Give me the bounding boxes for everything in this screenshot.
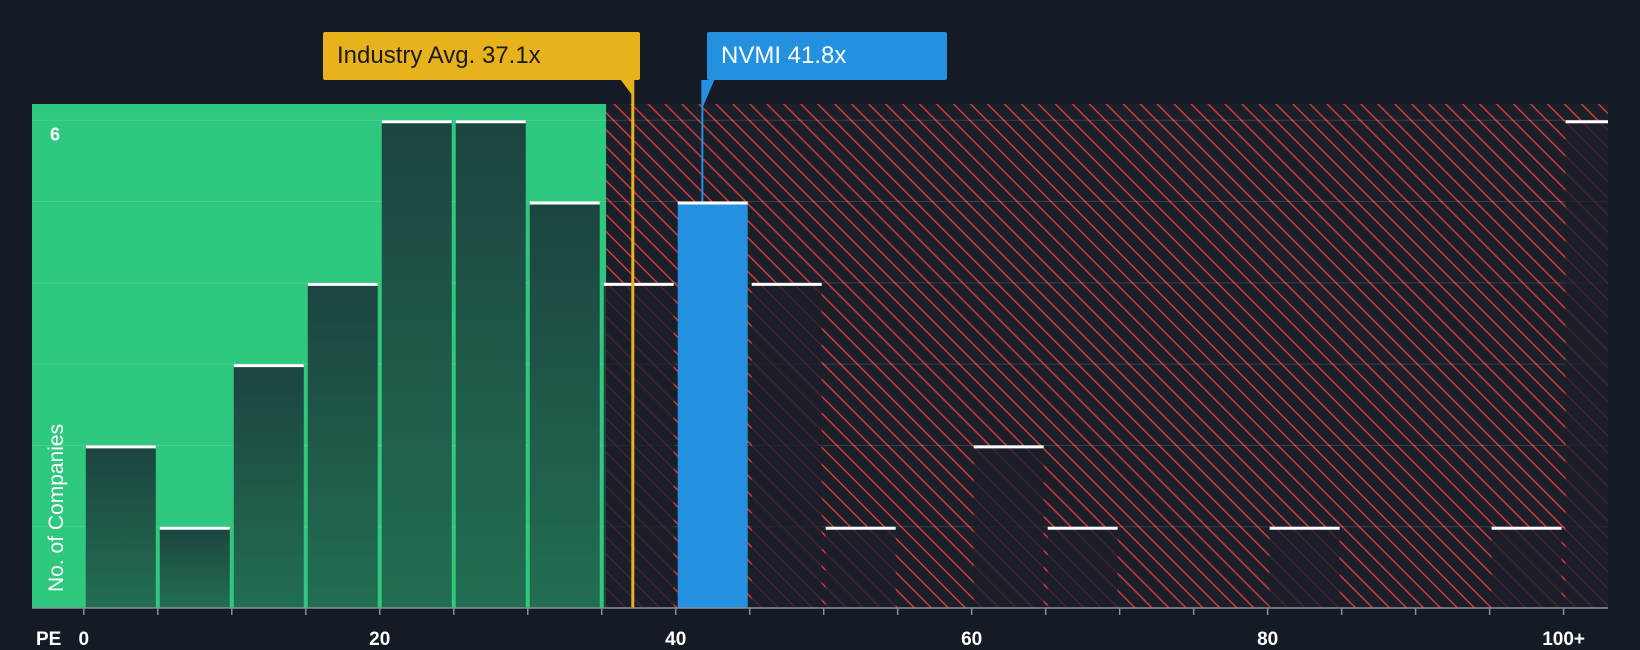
histogram-bar	[973, 445, 1044, 608]
x-tick-label: 100+	[1542, 629, 1585, 650]
company-callout: NVMI 41.8x	[707, 32, 947, 80]
histogram-bar	[529, 201, 600, 608]
x-tick-label: 60	[961, 629, 982, 650]
x-tick-label: 80	[1257, 629, 1278, 650]
histogram-bar	[1047, 526, 1118, 608]
x-tick-label: 0	[79, 629, 90, 650]
histogram-bar	[1565, 120, 1608, 609]
company-label: NVMI 41.8x	[721, 42, 847, 69]
industry-average-label: Industry Avg. 37.1x	[337, 42, 541, 69]
industry-average-callout: Industry Avg. 37.1x	[323, 32, 640, 80]
y-axis-label: No. of Companies	[45, 424, 68, 592]
histogram-bar	[751, 282, 822, 608]
y-tick-label: 6	[50, 124, 60, 144]
histogram-bar	[85, 445, 156, 608]
company-callout-pointer	[702, 80, 715, 108]
x-axis-label: PE	[36, 629, 61, 650]
x-tick-label: 20	[369, 629, 390, 650]
histogram-bar	[233, 364, 304, 608]
industry-callout-pointer	[620, 80, 633, 96]
histogram-bar	[159, 526, 230, 608]
x-tick-label: 40	[665, 629, 686, 650]
histogram-bar	[825, 526, 896, 608]
histogram-bar	[307, 282, 378, 608]
histogram-bar	[603, 282, 674, 608]
histogram-bar	[1269, 526, 1340, 608]
histogram-bar	[455, 120, 526, 609]
company-bar	[677, 201, 748, 608]
histogram-bar	[1491, 526, 1562, 608]
histogram-bar	[381, 120, 452, 609]
